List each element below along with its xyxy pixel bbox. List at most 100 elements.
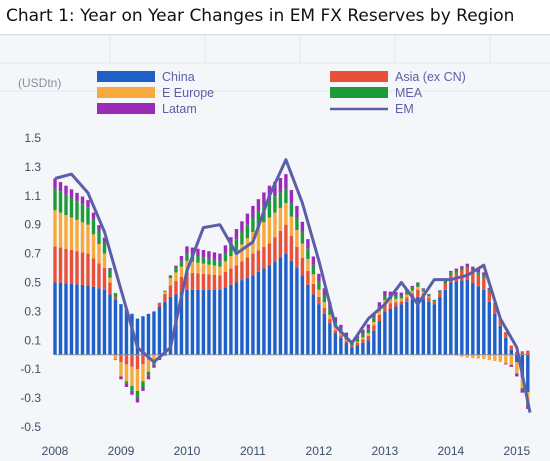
bar-segment — [256, 199, 261, 212]
bar-segment — [163, 301, 167, 355]
bar-segment — [333, 330, 338, 334]
bar-segment — [504, 363, 508, 365]
bar-segment — [427, 297, 431, 302]
bar-segment — [322, 302, 327, 309]
bar-segment — [388, 308, 393, 355]
bar-segment — [504, 337, 508, 355]
bar-segment — [350, 346, 354, 348]
unit-label: (USDtn) — [18, 76, 61, 90]
bar-segment — [196, 262, 200, 274]
bar-segment — [394, 306, 398, 355]
bar-segment — [97, 225, 101, 231]
bar-segment — [53, 246, 57, 283]
bar-segment — [410, 287, 415, 291]
bar-segment — [317, 273, 321, 282]
bar-segment — [317, 296, 321, 305]
bar-segment — [471, 282, 475, 355]
bar-segment — [460, 280, 464, 355]
bar-segment — [388, 291, 393, 296]
bar-segment — [75, 251, 79, 285]
bar-segment — [256, 250, 261, 272]
bar-segment — [278, 230, 283, 258]
bar-segment — [289, 260, 294, 355]
bar-segment — [135, 398, 140, 403]
bar-segment — [284, 224, 288, 254]
bar-segment — [124, 364, 129, 382]
bar-segment — [322, 308, 327, 314]
bar-segment — [344, 340, 349, 343]
legend: China E Europe Latam Asia (ex CN) MEA EM — [97, 70, 466, 116]
y-tick-label: -0.1 — [20, 362, 41, 376]
bar-segment — [421, 289, 426, 292]
bar-segment — [278, 257, 283, 355]
bar-segment — [471, 266, 475, 270]
bar-segment — [394, 302, 398, 307]
bar-segment — [361, 342, 365, 355]
bar-segment — [317, 289, 321, 297]
x-tick-label: 2012 — [306, 444, 333, 458]
bar-segment — [383, 291, 387, 296]
bar-segment — [515, 361, 519, 374]
bar-segment — [113, 293, 118, 297]
bar-segment — [487, 289, 492, 292]
bar-segment — [399, 301, 404, 305]
bar-segment — [410, 285, 415, 288]
bar-segment — [383, 304, 387, 312]
bar-segment — [201, 289, 206, 355]
bar-segment — [405, 297, 409, 302]
bar-segment — [465, 279, 470, 355]
bar-segment — [273, 212, 277, 238]
bar-segment — [267, 265, 272, 355]
bar-segment — [135, 369, 140, 391]
bar-segment — [328, 314, 332, 320]
bar-segment — [80, 284, 85, 355]
bar-segment — [355, 338, 360, 342]
bar-segment — [223, 245, 228, 254]
bar-segment — [432, 301, 437, 305]
bar-segment — [190, 272, 195, 290]
x-tick-label: 2010 — [174, 444, 201, 458]
bar-segment — [515, 373, 519, 377]
bar-segment — [75, 284, 79, 355]
bar-segment — [487, 291, 492, 302]
plot-area — [53, 158, 532, 413]
bar-segment — [366, 340, 371, 355]
bar-segment — [361, 329, 365, 334]
bar-segment — [509, 349, 514, 355]
bar-segment — [443, 281, 448, 284]
bar-segment — [229, 284, 233, 355]
x-tick-label: 2015 — [503, 444, 530, 458]
bar-segment — [289, 235, 294, 261]
bar-segment — [416, 283, 420, 287]
bar-segment — [218, 260, 222, 267]
bar-segment — [168, 275, 173, 279]
bar-segment — [179, 256, 184, 261]
bar-segment — [262, 246, 266, 269]
y-tick-label: 1.3 — [24, 160, 41, 174]
bar-segment — [333, 317, 338, 322]
bar-segment — [372, 322, 376, 326]
bar-segment — [311, 294, 316, 355]
bar-segment — [273, 261, 277, 355]
bar-segment — [119, 376, 123, 380]
bar-segment — [218, 289, 222, 355]
bar-segment — [245, 213, 250, 225]
bar-segment — [273, 237, 277, 262]
bar-segment — [289, 216, 294, 236]
bar-segment — [124, 381, 129, 384]
y-tick-label: 0.3 — [24, 304, 41, 318]
y-tick-label: -0.3 — [20, 391, 41, 405]
bar-segment — [520, 354, 524, 378]
bar-segment — [69, 249, 74, 284]
bar-segment — [520, 387, 524, 390]
bar-segment — [234, 239, 239, 251]
bar-segment — [119, 304, 123, 355]
bar-segment — [284, 174, 288, 189]
x-tick-label: 2011 — [240, 444, 266, 458]
bar-segment — [256, 227, 261, 251]
bar-segment — [146, 313, 151, 355]
bar-segment — [80, 204, 85, 223]
bar-segment — [476, 274, 481, 287]
bar-segment — [130, 313, 134, 355]
bar-segment — [339, 333, 343, 336]
